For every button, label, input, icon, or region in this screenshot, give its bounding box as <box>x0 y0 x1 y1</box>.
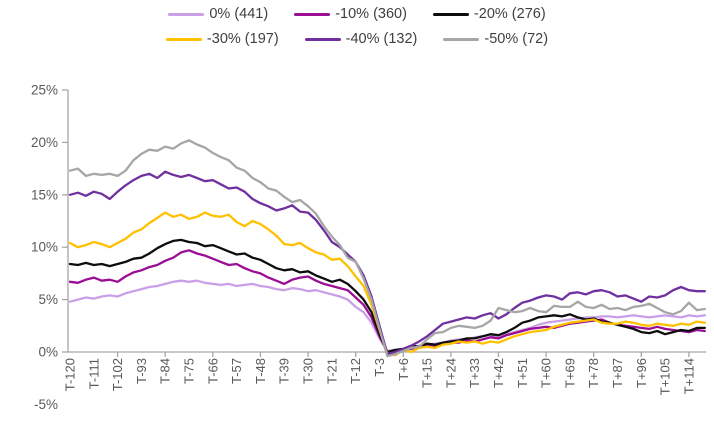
x-tick-label: T-39 <box>277 358 292 384</box>
x-tick-label: T-111 <box>86 358 101 389</box>
x-tick-label: T-12 <box>348 358 363 384</box>
x-tick-label: T-102 <box>110 358 125 391</box>
x-tick-label: T-21 <box>324 358 339 384</box>
x-tick-label: T-66 <box>205 358 220 384</box>
legend-row-2: -30% (197) -40% (132) -50% (72) <box>165 31 548 47</box>
x-tick-label: T+15 <box>420 358 435 388</box>
legend-label: -30% (197) <box>206 31 279 47</box>
legend: 0% (441) -10% (360) -20% (276) -30% (197) -… <box>0 6 714 47</box>
legend-swatch <box>168 12 205 16</box>
x-tick-label: T-30 <box>301 358 316 384</box>
x-tick-label: T+114 <box>681 358 696 394</box>
legend-swatch <box>443 37 480 41</box>
y-tick-label: 0% <box>38 345 58 360</box>
y-tick-label: 10% <box>31 240 58 255</box>
x-tick-label: T+6 <box>396 358 411 381</box>
y-tick-label: 25% <box>31 83 58 98</box>
y-tick-label: 20% <box>31 135 58 150</box>
y-tick-label: -5% <box>34 397 58 412</box>
legend-label: -50% (72) <box>484 31 549 47</box>
x-tick-label: T-93 <box>134 358 149 384</box>
legend-item: -30% (197) <box>165 31 279 47</box>
x-tick-label: T-75 <box>182 358 197 384</box>
series-line-1 <box>68 249 706 354</box>
x-tick-label: T-3 <box>372 358 387 377</box>
legend-item: -10% (360) <box>294 6 407 22</box>
x-tick-label: T+87 <box>610 358 625 388</box>
legend-item: 0% (441) <box>168 6 268 22</box>
legend-label: -20% (276) <box>473 6 546 22</box>
legend-item: -50% (72) <box>443 31 548 47</box>
legend-item: -40% (132) <box>304 31 418 47</box>
x-tick-label: T-120 <box>63 358 78 391</box>
legend-swatch <box>165 37 202 41</box>
x-tick-label: T-84 <box>158 358 173 384</box>
y-tick-label: 15% <box>31 187 58 202</box>
series-line-4 <box>68 170 706 356</box>
x-tick-label: T+69 <box>562 358 577 388</box>
series-line-5 <box>68 139 706 358</box>
series-line-2 <box>68 238 706 354</box>
x-tick-label: T+42 <box>491 358 506 388</box>
y-tick-label: 5% <box>38 292 58 307</box>
x-tick-label: T+105 <box>658 358 673 395</box>
x-tick-label: T+78 <box>586 358 601 388</box>
legend-swatch <box>304 37 341 41</box>
x-tick-label: T+60 <box>539 358 554 388</box>
legend-row-1: 0% (441) -10% (360) -20% (276) <box>168 6 546 22</box>
legend-swatch <box>294 12 331 16</box>
x-tick-label: T+51 <box>515 358 530 388</box>
legend-label: -40% (132) <box>345 31 418 47</box>
legend-item: -20% (276) <box>432 6 546 22</box>
x-tick-label: T-48 <box>253 358 268 384</box>
x-tick-label: T-57 <box>229 358 244 384</box>
legend-label: 0% (441) <box>209 6 269 22</box>
legend-swatch <box>432 12 469 16</box>
x-tick-label: T+33 <box>467 358 482 388</box>
legend-label: -10% (360) <box>335 6 407 22</box>
x-tick-label: T+24 <box>443 358 458 388</box>
x-tick-label: T+96 <box>634 358 649 388</box>
